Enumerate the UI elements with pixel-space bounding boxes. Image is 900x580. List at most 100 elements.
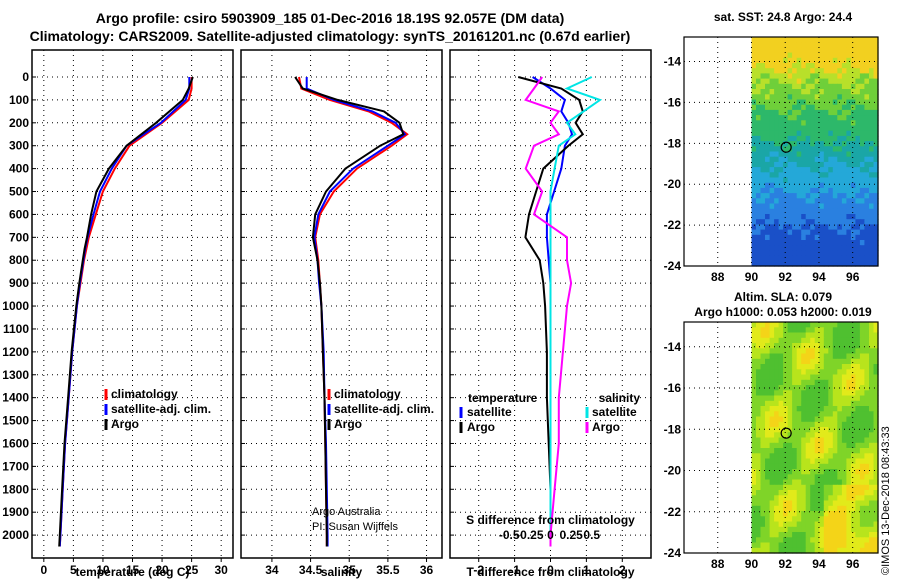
- sla-cell: [855, 364, 861, 370]
- x-tick-label-difference-2: 0: [547, 563, 554, 577]
- sst-cell: [774, 42, 780, 48]
- sst-cell: [814, 208, 820, 215]
- sst-cell: [828, 250, 834, 257]
- sst-cell: [850, 37, 856, 43]
- sst-cell: [774, 99, 780, 106]
- sst-cell: [819, 193, 825, 199]
- sla-cell: [765, 542, 771, 549]
- sla-map-group: [751, 322, 879, 554]
- sst-cell: [801, 198, 807, 205]
- sst-cell: [819, 78, 825, 85]
- sla-cell: [796, 532, 802, 538]
- sla-cell: [765, 537, 771, 544]
- sst-cell: [801, 37, 807, 43]
- sst-cell: [760, 83, 766, 90]
- sla-cell: [859, 332, 865, 339]
- sst-cell: [792, 198, 798, 205]
- sla-cell: [846, 385, 852, 391]
- sst-cell: [846, 83, 852, 90]
- sla-cell: [832, 521, 838, 528]
- sla-cell: [787, 511, 793, 517]
- sla-cell: [756, 427, 762, 433]
- sla-cell: [765, 337, 771, 344]
- sla-cell: [850, 348, 856, 355]
- sla-cell: [850, 358, 856, 365]
- sla-cell: [760, 474, 766, 481]
- sla-cell: [765, 369, 771, 376]
- sst-y-tick-label-4: -22: [664, 218, 682, 232]
- sla-cell: [769, 526, 775, 533]
- sst-cell: [765, 99, 771, 106]
- sla-cell: [819, 505, 825, 512]
- sla-cell: [859, 516, 865, 523]
- sla-cell: [832, 327, 838, 334]
- sst-cell: [832, 104, 838, 111]
- sla-cell: [819, 484, 825, 491]
- sla-cell: [828, 526, 834, 533]
- sst-cell: [751, 37, 757, 43]
- sst-cell: [805, 250, 811, 257]
- sla-cell: [837, 469, 843, 475]
- sla-cell: [837, 505, 843, 512]
- sst-cell: [756, 120, 762, 127]
- sst-cell: [756, 219, 762, 225]
- sla-cell: [850, 474, 856, 481]
- sla-cell: [774, 458, 780, 465]
- sst-cell: [823, 47, 829, 54]
- sla-cell: [769, 390, 775, 397]
- sla-cell: [774, 479, 780, 486]
- sla-cell: [823, 337, 829, 344]
- sal-legend-label-2: Argo: [334, 417, 362, 431]
- sst-cell: [814, 68, 820, 74]
- sst-cell: [760, 219, 766, 225]
- sla-cell: [828, 348, 834, 355]
- sla-cell: [828, 463, 834, 470]
- sst-cell: [832, 250, 838, 257]
- sst-cell: [864, 240, 870, 246]
- sst-cell: [859, 57, 865, 64]
- sla-cell: [805, 532, 811, 538]
- sla-cell: [774, 427, 780, 433]
- sla-cell: [778, 469, 784, 475]
- sst-cell: [846, 115, 852, 121]
- sla-cell: [796, 322, 802, 328]
- sst-cell: [823, 83, 829, 90]
- sst-cell: [869, 260, 875, 267]
- sla-cell: [819, 516, 825, 523]
- sst-cell: [814, 214, 820, 220]
- sst-cell: [805, 68, 811, 74]
- sla-cell: [837, 337, 843, 344]
- sla-cell: [792, 516, 798, 523]
- sla-cell: [850, 390, 856, 397]
- sla-cell: [774, 374, 780, 381]
- sst-cell: [805, 115, 811, 121]
- sst-cell: [810, 214, 816, 220]
- sla-cell: [769, 490, 775, 496]
- sla-cell: [869, 348, 875, 355]
- sla-cell: [792, 484, 798, 491]
- sst-x-tick-label-4: 96: [846, 270, 860, 284]
- sla-cell: [859, 479, 865, 486]
- sla-cell: [769, 358, 775, 365]
- sst-cell: [828, 83, 834, 90]
- sla-cell: [765, 406, 771, 412]
- sla-cell: [774, 390, 780, 397]
- sla-cell: [855, 421, 861, 428]
- sla-cell: [864, 479, 870, 486]
- diff-series-2: [549, 76, 603, 547]
- sla-cell: [796, 526, 802, 533]
- sla-cell: [855, 348, 861, 355]
- sst-cell: [846, 104, 852, 111]
- sst-cell: [774, 203, 780, 210]
- sst-cell: [841, 78, 847, 85]
- sla-cell: [855, 416, 861, 423]
- sla-cell: [805, 448, 811, 454]
- sla-cell: [810, 337, 816, 344]
- sla-cell: [769, 511, 775, 517]
- sst-cell: [796, 57, 802, 64]
- sla-cell: [792, 427, 798, 433]
- sla-cell: [832, 532, 838, 538]
- sst-cell: [760, 109, 766, 116]
- sla-cell: [850, 448, 856, 454]
- sla-cell: [796, 364, 802, 370]
